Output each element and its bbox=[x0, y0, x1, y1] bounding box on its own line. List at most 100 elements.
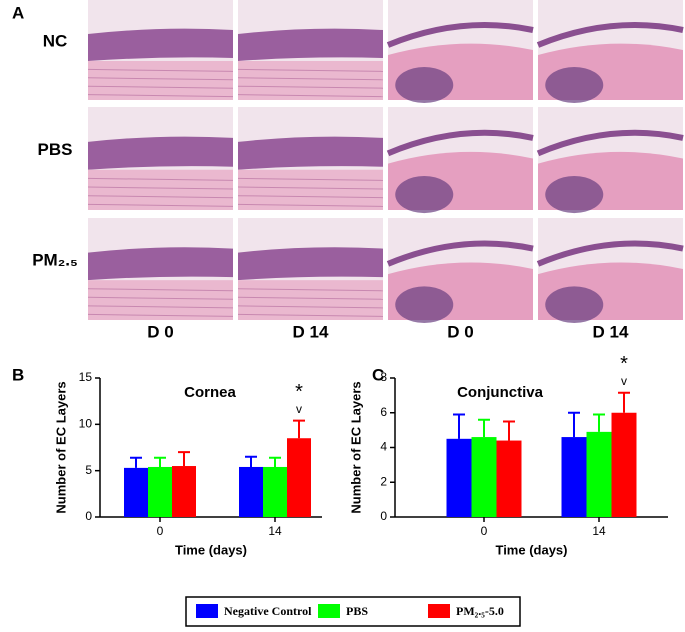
fiber bbox=[237, 305, 384, 309]
y-tick-label: 0 bbox=[85, 509, 92, 523]
legend-label: PM₂.₅-5.0 bbox=[456, 604, 504, 618]
fiber bbox=[87, 77, 234, 81]
legend-box bbox=[185, 596, 521, 627]
y-tick-label: 2 bbox=[380, 474, 387, 488]
error-bar bbox=[478, 418, 490, 438]
bar bbox=[471, 437, 497, 517]
conjunctiva-epithelium bbox=[536, 22, 684, 48]
conjunctiva-epithelium bbox=[386, 129, 534, 157]
fiber bbox=[237, 177, 384, 181]
bar bbox=[124, 467, 148, 517]
fiber bbox=[237, 85, 384, 89]
legend-label: PBS bbox=[346, 604, 368, 618]
fiber bbox=[237, 195, 384, 199]
gland bbox=[545, 176, 604, 214]
fiber bbox=[87, 195, 234, 199]
y-tick-label: 10 bbox=[79, 417, 93, 431]
panel-letter: A bbox=[12, 3, 24, 22]
fiber bbox=[237, 288, 384, 292]
bar bbox=[172, 466, 196, 517]
epithelium bbox=[88, 247, 233, 281]
column-label: D 14 bbox=[593, 322, 629, 341]
bar bbox=[496, 440, 522, 517]
legend-swatch bbox=[428, 604, 450, 618]
stroma bbox=[88, 280, 233, 320]
gland bbox=[545, 286, 604, 324]
epithelium bbox=[88, 28, 233, 62]
epithelium bbox=[88, 136, 233, 170]
fiber bbox=[87, 68, 234, 72]
column-label: D 0 bbox=[447, 322, 473, 341]
row-label: NC bbox=[43, 31, 68, 50]
stroma bbox=[238, 61, 383, 100]
conjunctiva-epithelium bbox=[386, 22, 534, 48]
error-bar bbox=[245, 455, 257, 467]
y-axis-label: Number of EC Layers bbox=[53, 381, 68, 513]
stroma bbox=[88, 61, 233, 100]
chart-title: Conjunctiva bbox=[457, 384, 543, 401]
error-bar bbox=[293, 419, 305, 439]
fiber bbox=[237, 77, 384, 81]
x-tick-label: 0 bbox=[481, 524, 488, 538]
error-bar bbox=[503, 420, 515, 441]
error-bar bbox=[154, 456, 166, 467]
bar bbox=[239, 466, 263, 517]
fiber bbox=[237, 68, 384, 72]
stroma bbox=[238, 280, 383, 320]
y-tick-label: 5 bbox=[85, 463, 92, 477]
y-tick-label: 6 bbox=[380, 405, 387, 419]
bar bbox=[287, 438, 311, 517]
error-bar bbox=[618, 391, 630, 413]
x-axis-label: Time (days) bbox=[175, 542, 247, 557]
error-bar bbox=[178, 451, 190, 467]
panel-letter: B bbox=[12, 365, 24, 384]
legend-label: Negative Control bbox=[224, 604, 312, 618]
column-label: D 14 bbox=[293, 322, 329, 341]
epithelium bbox=[238, 28, 383, 62]
row-label: PBS bbox=[38, 140, 73, 159]
fiber bbox=[87, 94, 234, 98]
stroma bbox=[88, 169, 233, 210]
y-tick-label: 0 bbox=[380, 509, 387, 523]
fiber bbox=[87, 288, 234, 292]
legend-swatch bbox=[196, 604, 218, 618]
chart-title: Cornea bbox=[184, 384, 236, 401]
y-tick-label: 15 bbox=[79, 370, 93, 384]
fiber bbox=[237, 313, 384, 317]
bar bbox=[148, 466, 172, 517]
gland bbox=[395, 67, 454, 103]
fiber bbox=[87, 177, 234, 181]
x-tick-label: 0 bbox=[157, 524, 164, 538]
fiber bbox=[237, 186, 384, 190]
x-tick-label: 14 bbox=[268, 524, 282, 538]
x-tick-label: 14 bbox=[592, 524, 606, 538]
y-tick-label: 8 bbox=[380, 370, 387, 384]
fiber bbox=[237, 94, 384, 98]
bar bbox=[263, 466, 287, 517]
conjunctiva-epithelium bbox=[386, 240, 534, 267]
epithelium bbox=[238, 247, 383, 281]
panel-letter: C bbox=[372, 365, 384, 384]
bar bbox=[446, 438, 472, 517]
bar bbox=[611, 412, 637, 517]
fiber bbox=[237, 203, 384, 207]
fiber bbox=[87, 313, 234, 317]
conjunctiva-epithelium bbox=[536, 129, 684, 157]
error-bar bbox=[269, 456, 281, 467]
legend-swatch bbox=[318, 604, 340, 618]
fiber bbox=[87, 305, 234, 309]
epithelium bbox=[238, 136, 383, 170]
fiber bbox=[237, 296, 384, 300]
significance-mark: v bbox=[621, 374, 627, 388]
error-bar bbox=[593, 413, 605, 432]
fiber bbox=[87, 296, 234, 300]
bar bbox=[561, 437, 587, 517]
gland bbox=[395, 286, 454, 324]
significance-mark: * bbox=[620, 353, 628, 375]
fiber bbox=[87, 186, 234, 190]
gland bbox=[395, 176, 454, 214]
error-bar bbox=[453, 413, 465, 439]
y-axis-label: Number of EC Layers bbox=[348, 381, 363, 513]
column-label: D 0 bbox=[147, 322, 173, 341]
